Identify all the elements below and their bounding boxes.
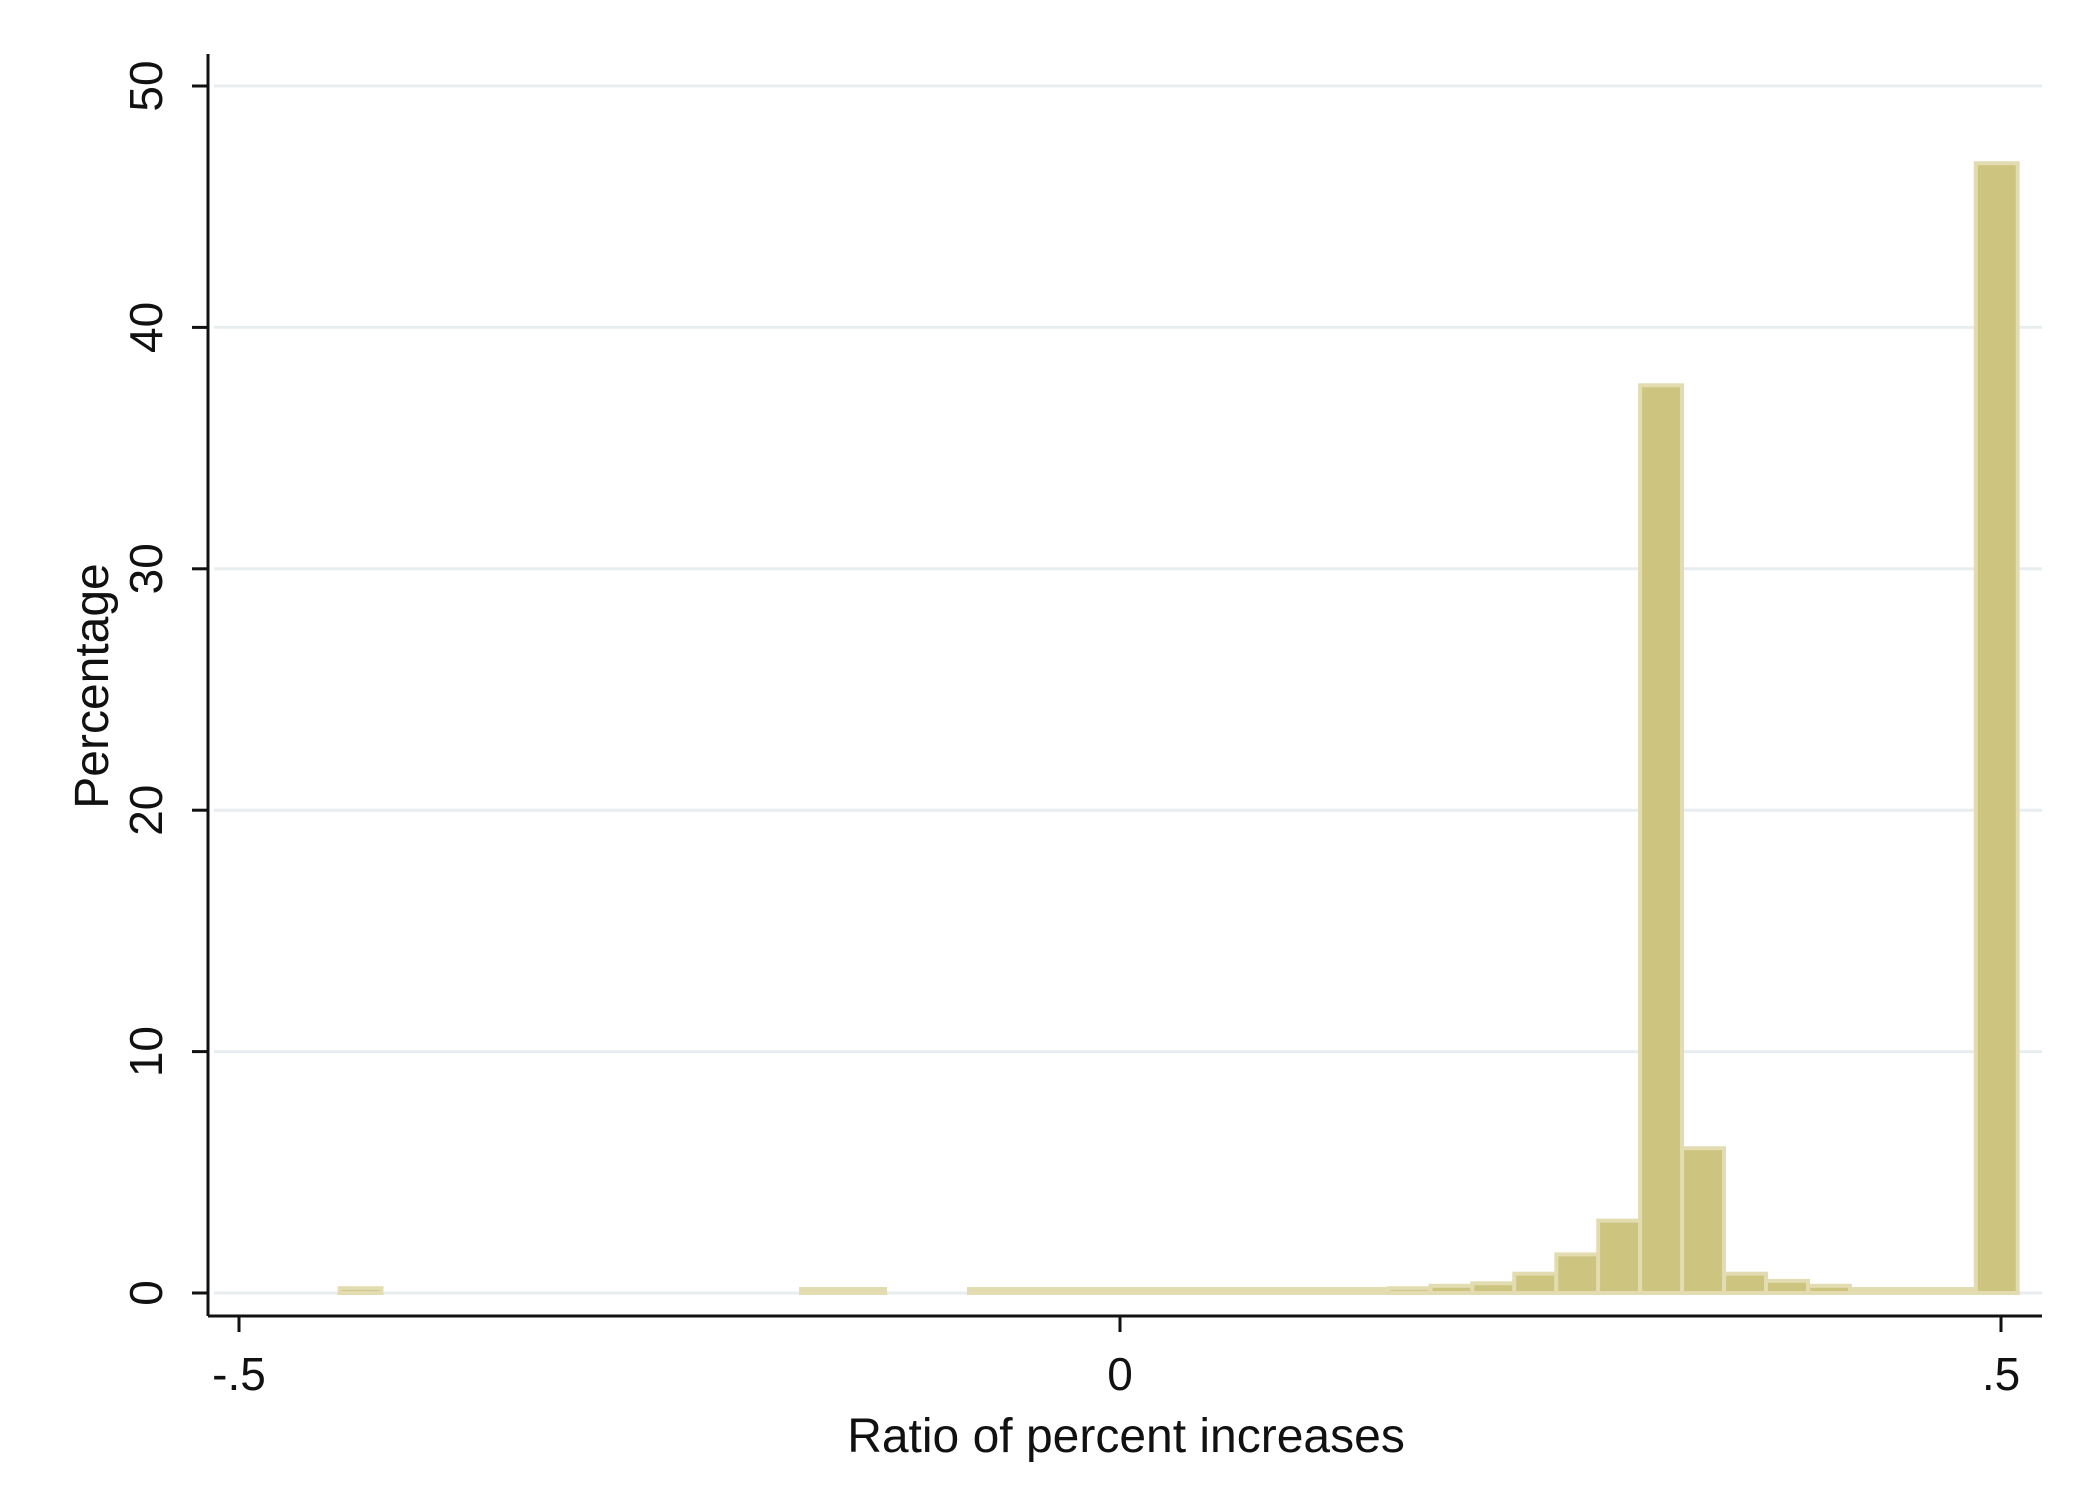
histogram-bar <box>1889 1287 1936 1295</box>
histogram-bar <box>1302 1287 1349 1295</box>
histogram-bar <box>1973 161 2020 1296</box>
histogram-bar <box>1848 1287 1894 1295</box>
histogram-bar <box>1512 1271 1559 1295</box>
y-tick-label: 30 <box>120 543 172 594</box>
histogram-bar <box>1050 1287 1097 1295</box>
y-tick-label: 40 <box>120 302 172 353</box>
histogram-bar <box>967 1287 1013 1295</box>
y-tick-label: 0 <box>120 1280 172 1306</box>
histogram-bar <box>1722 1271 1769 1295</box>
y-tick-label: 10 <box>120 1026 172 1077</box>
histogram-bar <box>1092 1287 1139 1295</box>
histogram-bar <box>1386 1286 1433 1295</box>
histogram-bar <box>1931 1287 1978 1295</box>
histogram-bar <box>1638 383 1684 1295</box>
histogram-bar <box>1218 1287 1265 1295</box>
histogram-bar <box>1134 1287 1181 1295</box>
histogram-bar <box>337 1286 384 1295</box>
y-axis-title: Percentage <box>66 563 119 809</box>
histogram-bar <box>1806 1283 1852 1296</box>
histogram-bar <box>1008 1287 1055 1295</box>
histogram-bar <box>1554 1252 1601 1296</box>
histogram-bar <box>841 1287 888 1295</box>
histogram-bar <box>1596 1218 1643 1295</box>
histogram-bar <box>1344 1287 1391 1295</box>
x-axis-title: Ratio of percent increases <box>847 1410 1405 1463</box>
y-axis-ticks: 0 10 20 30 40 50 <box>120 60 208 1306</box>
x-axis-ticks: -.5 0 .5 <box>212 1316 2020 1400</box>
histogram-bar <box>1470 1281 1517 1296</box>
histogram-bar <box>799 1287 845 1295</box>
x-tick-label: -.5 <box>212 1348 266 1400</box>
histogram-bar <box>1176 1287 1223 1295</box>
histogram-bar <box>1260 1287 1307 1295</box>
histogram-bar <box>1680 1146 1726 1295</box>
histogram-bars <box>337 161 2020 1296</box>
y-tick-label: 20 <box>120 785 172 836</box>
histogram-bar <box>1428 1283 1475 1296</box>
y-tick-label: 50 <box>120 60 172 111</box>
x-tick-label: 0 <box>1107 1348 1133 1400</box>
histogram-bar <box>1764 1278 1810 1296</box>
x-tick-label: .5 <box>1982 1348 2020 1400</box>
y-gridlines <box>214 84 2042 1295</box>
